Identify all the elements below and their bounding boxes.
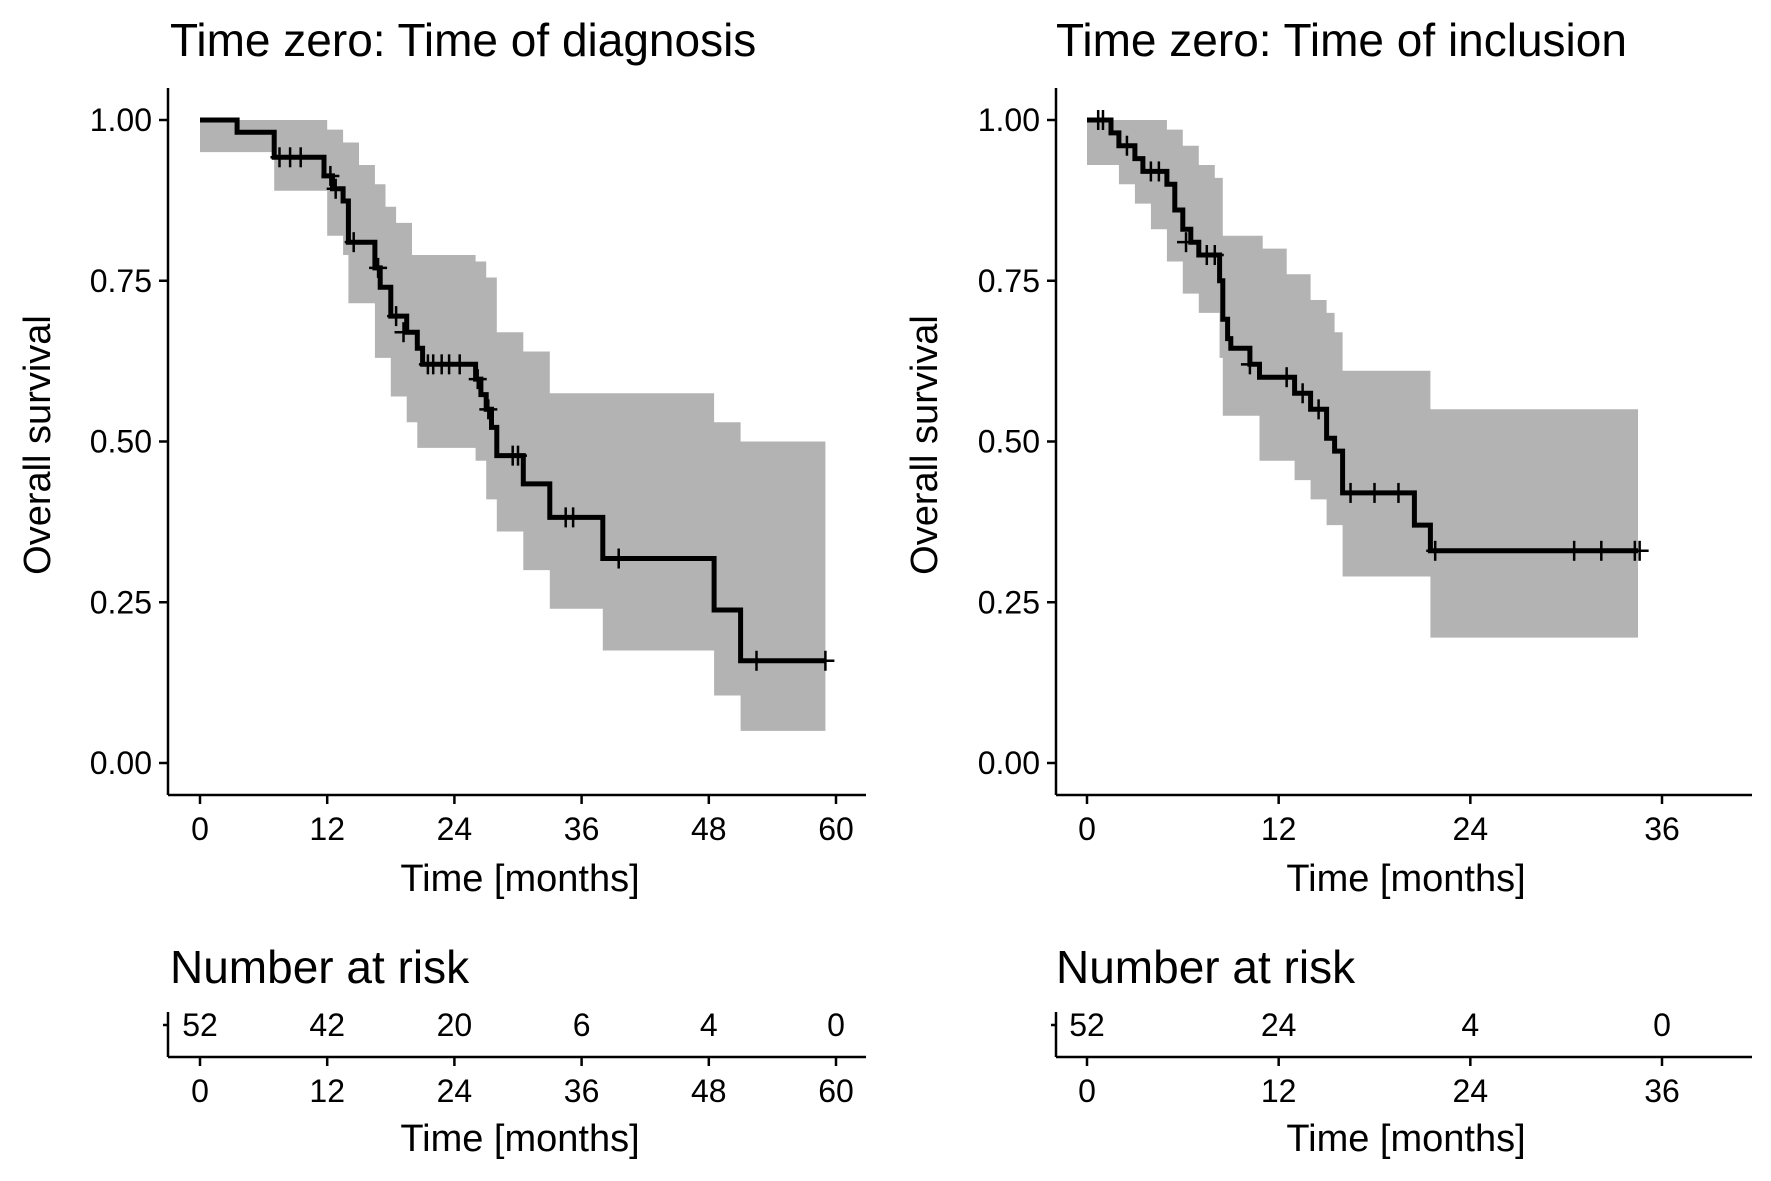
- risk-count: 24: [1261, 1007, 1297, 1043]
- risk-count: 52: [1069, 1007, 1105, 1043]
- y-tick-label: 0.25: [90, 584, 152, 620]
- survival-curve: [200, 117, 826, 664]
- y-tick-label: 0.75: [978, 263, 1040, 299]
- x-tick-label: 0: [191, 811, 209, 847]
- y-tick-label: 0.75: [90, 263, 152, 299]
- risk-x-tick-label: 12: [1261, 1073, 1297, 1109]
- panel-right: Time zero: Time of inclusion 0.00 0.25 0.5…: [904, 14, 1752, 1160]
- risk-x-tick-label: 24: [1453, 1073, 1489, 1109]
- y-tick-label: 1.00: [90, 102, 152, 138]
- km-plot: 0.00 0.25 0.50 0.75 1.00 0 12 24 36: [978, 88, 1752, 847]
- risk-x-axis-label: Time [months]: [1286, 1118, 1525, 1160]
- confidence-band: [200, 120, 826, 731]
- risk-x-tick-label: 48: [691, 1073, 727, 1109]
- y-tick-label: 1.00: [978, 102, 1040, 138]
- risk-x-tick-label: 12: [309, 1073, 345, 1109]
- risk-count: 0: [1653, 1007, 1671, 1043]
- km-plot: 0.00 0.25 0.50 0.75 1.00 0 12 24 36 48 60: [90, 88, 866, 847]
- x-axis-label: Time [months]: [400, 858, 639, 900]
- confidence-band: [1087, 120, 1638, 638]
- risk-table: 52 0 24 12 4 24 0 36: [1051, 1007, 1752, 1109]
- x-tick-label: 12: [1261, 811, 1297, 847]
- risk-count: 0: [827, 1007, 845, 1043]
- y-axis-label: Overall survival: [904, 315, 946, 575]
- y-tick-label: 0.50: [978, 424, 1040, 460]
- y-tick-label: 0.00: [90, 745, 152, 781]
- survival-curve: [1087, 117, 1638, 554]
- risk-x-tick-label: 36: [1644, 1073, 1680, 1109]
- y-tick-label: 0.00: [978, 745, 1040, 781]
- x-tick-label: 24: [1453, 811, 1489, 847]
- x-axis-label: Time [months]: [1286, 858, 1525, 900]
- risk-table: 52 0 42 12 20 24 6 36 4 48 0 60: [163, 1007, 866, 1109]
- x-tick-label: 24: [437, 811, 473, 847]
- risk-table-title: Number at risk: [170, 941, 470, 993]
- risk-count: 20: [437, 1007, 473, 1043]
- risk-count: 4: [1461, 1007, 1479, 1043]
- risk-x-tick-label: 0: [191, 1073, 209, 1109]
- chart-title: Time zero: Time of diagnosis: [170, 14, 756, 66]
- panel-left: Time zero: Time of diagnosis 0.00 0.25 0.5…: [17, 14, 866, 1160]
- chart-title: Time zero: Time of inclusion: [1056, 14, 1627, 66]
- risk-x-axis-label: Time [months]: [400, 1118, 639, 1160]
- risk-x-tick-label: 0: [1078, 1073, 1096, 1109]
- x-tick-label: 36: [564, 811, 600, 847]
- risk-count: 52: [182, 1007, 218, 1043]
- risk-x-tick-label: 60: [818, 1073, 854, 1109]
- y-tick-label: 0.50: [90, 424, 152, 460]
- y-tick-label: 0.25: [978, 584, 1040, 620]
- risk-x-tick-label: 24: [437, 1073, 473, 1109]
- risk-table-title: Number at risk: [1056, 941, 1356, 993]
- x-tick-label: 36: [1644, 811, 1680, 847]
- risk-count: 4: [700, 1007, 718, 1043]
- x-tick-label: 48: [691, 811, 727, 847]
- x-tick-label: 12: [309, 811, 345, 847]
- risk-x-tick-label: 36: [564, 1073, 600, 1109]
- x-tick-label: 0: [1078, 811, 1096, 847]
- x-tick-label: 60: [818, 811, 854, 847]
- risk-count: 6: [573, 1007, 591, 1043]
- y-axis-label: Overall survival: [17, 315, 59, 575]
- risk-count: 42: [309, 1007, 345, 1043]
